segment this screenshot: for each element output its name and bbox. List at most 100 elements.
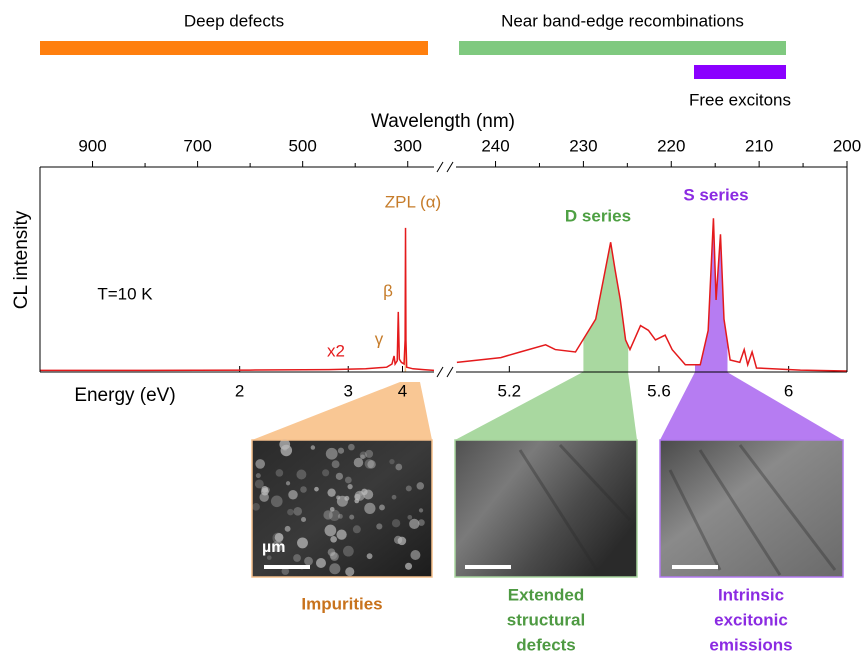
image-label: Impurities xyxy=(301,594,382,613)
image-texture xyxy=(344,476,352,484)
image-texture xyxy=(416,482,425,490)
range-label: Near band-edge recombinations xyxy=(501,11,744,30)
image-texture xyxy=(252,439,425,577)
image-texture xyxy=(327,548,336,556)
image-texture xyxy=(281,567,290,575)
image-texture xyxy=(329,507,335,512)
image-texture xyxy=(359,451,367,459)
image-texture xyxy=(296,469,307,480)
image-texture xyxy=(279,439,291,450)
range-bar xyxy=(40,41,428,55)
image-texture xyxy=(327,488,336,497)
image-texture xyxy=(354,498,360,504)
image-texture xyxy=(266,555,272,560)
image-texture xyxy=(364,502,376,514)
funnel xyxy=(660,372,843,440)
image-texture xyxy=(376,523,383,530)
image-texture xyxy=(353,457,364,468)
image-texture xyxy=(336,495,348,507)
image-texture xyxy=(379,504,385,511)
image-texture xyxy=(331,460,340,469)
image-texture xyxy=(361,488,368,496)
x-tick-label: 220 xyxy=(657,136,685,155)
image-texture xyxy=(343,545,354,557)
image-texture xyxy=(288,490,298,500)
image-label: structural xyxy=(507,610,585,629)
annotation: γ xyxy=(375,329,384,348)
image-texture xyxy=(364,459,375,469)
image-texture xyxy=(366,553,373,560)
axis-break xyxy=(436,366,444,378)
image-border xyxy=(659,439,844,578)
x2-tick-label: 5.2 xyxy=(498,381,522,400)
image-texture xyxy=(391,494,397,500)
image-texture xyxy=(330,552,339,561)
image-texture xyxy=(329,563,341,575)
image-texture xyxy=(287,508,294,516)
image-label: Intrinsic xyxy=(718,585,784,604)
image-texture xyxy=(254,479,264,489)
x-axis-label: Wavelength (nm) xyxy=(371,111,515,132)
image-texture xyxy=(315,557,326,569)
image-texture xyxy=(252,503,260,511)
image-texture xyxy=(330,535,337,543)
image xyxy=(660,440,843,577)
image-texture xyxy=(336,529,347,540)
image-texture xyxy=(395,463,403,471)
image-texture xyxy=(261,485,269,493)
image-texture xyxy=(324,524,337,537)
image-texture xyxy=(418,508,424,513)
image-texture xyxy=(255,473,261,479)
range-bar xyxy=(694,65,786,79)
image-texture xyxy=(407,514,413,520)
x-tick-label: 300 xyxy=(394,136,422,155)
x2-tick-label: 5.6 xyxy=(647,381,671,400)
range-label: Free excitons xyxy=(689,90,791,109)
image-texture xyxy=(255,459,266,469)
image-label: excitonic xyxy=(714,610,788,629)
x-tick-label: 500 xyxy=(288,136,316,155)
spectrum xyxy=(40,227,435,372)
image-texture xyxy=(304,556,313,566)
spectrum xyxy=(456,218,848,372)
funnel xyxy=(252,382,432,440)
image-texture xyxy=(274,533,284,542)
annotation: β xyxy=(383,281,393,300)
image-texture xyxy=(275,469,284,477)
range-label: Deep defects xyxy=(184,11,284,30)
image-label: defects xyxy=(516,635,576,654)
image-texture xyxy=(284,525,291,532)
x2-tick-label: 6 xyxy=(784,381,793,400)
x-tick-label: 240 xyxy=(481,136,509,155)
image-texture xyxy=(335,472,343,480)
image-texture xyxy=(349,514,355,520)
x2-tick-label: 3 xyxy=(343,381,352,400)
axis-break xyxy=(446,161,454,173)
image-texture xyxy=(325,447,338,460)
x2-tick-label: 4 xyxy=(398,381,407,400)
image xyxy=(455,440,637,577)
axis-break xyxy=(446,366,454,378)
image-texture xyxy=(314,486,319,492)
x-tick-label: 230 xyxy=(569,136,597,155)
image-texture xyxy=(405,485,412,492)
highlight xyxy=(583,242,629,372)
image-texture xyxy=(297,537,308,549)
image-label: Extended xyxy=(508,585,585,604)
image-texture xyxy=(328,509,341,521)
image-texture xyxy=(270,495,283,508)
image-texture xyxy=(405,562,413,570)
axis-break xyxy=(436,161,444,173)
y-axis-label: CL intensity xyxy=(11,210,32,309)
x-tick-label: 700 xyxy=(183,136,211,155)
annotation: S series xyxy=(683,185,748,204)
image-texture xyxy=(285,481,291,486)
image-texture xyxy=(397,536,407,546)
image-texture xyxy=(418,519,425,526)
image-texture xyxy=(337,513,343,519)
image-texture xyxy=(310,445,316,450)
image-texture xyxy=(518,443,837,576)
annotation: T=10 K xyxy=(97,284,153,303)
